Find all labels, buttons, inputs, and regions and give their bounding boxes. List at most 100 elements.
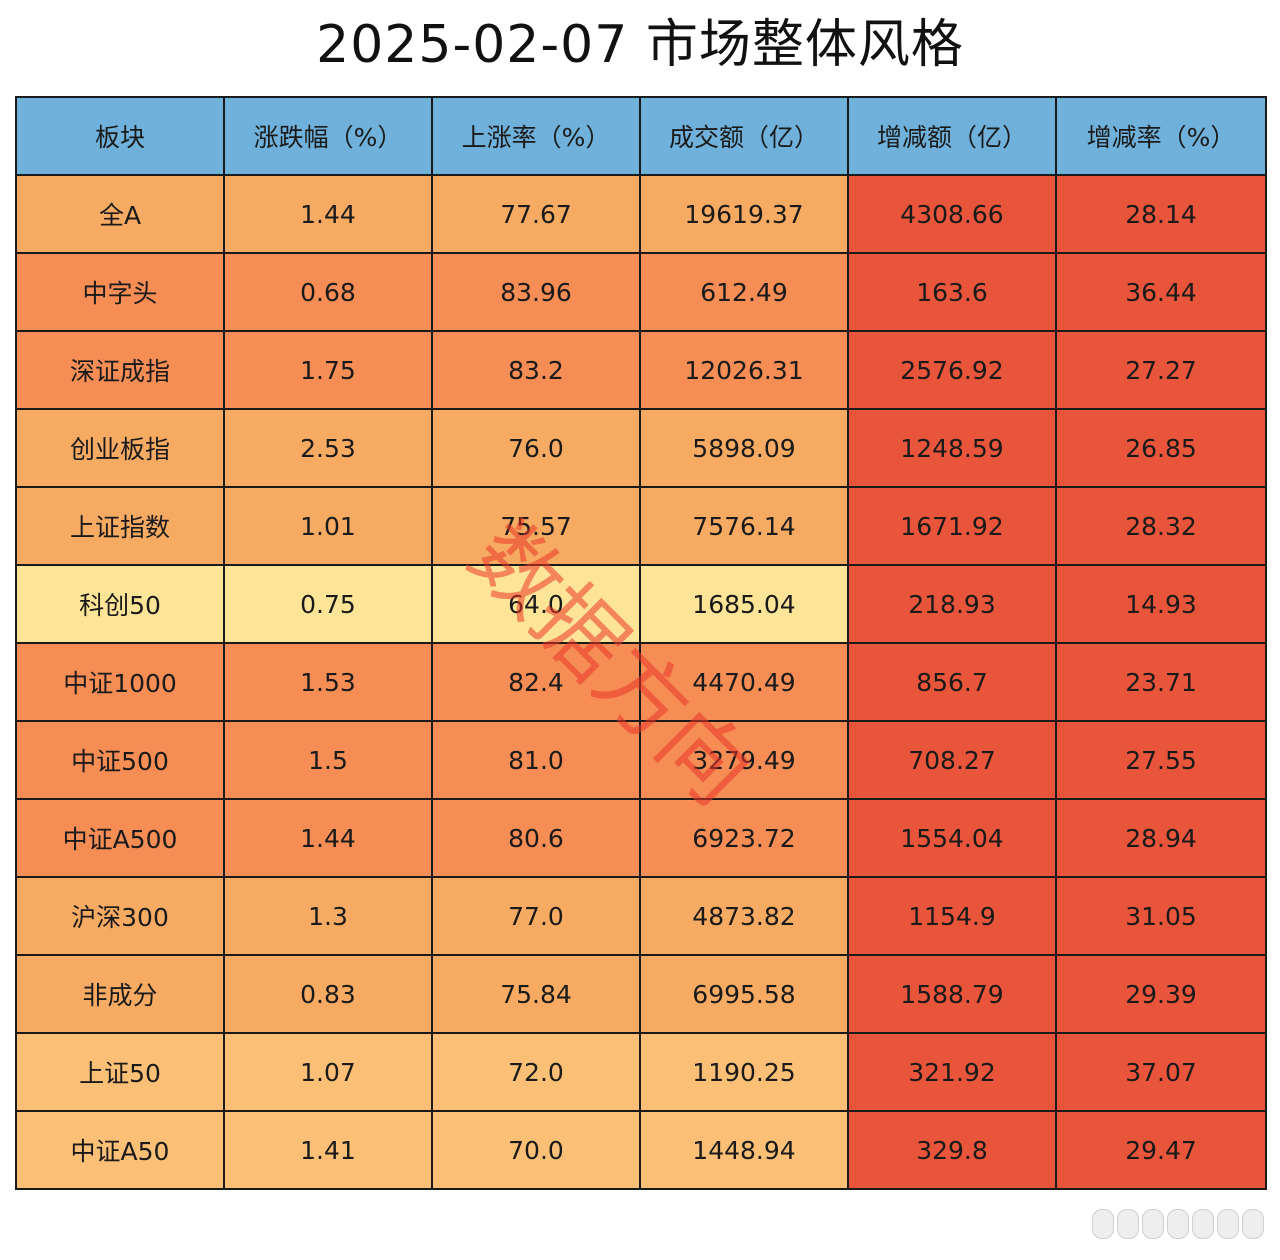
cell-turnover: 6995.58 <box>639 954 849 1034</box>
cell-delta-rate: 36.44 <box>1055 252 1267 332</box>
cell-sector: 中证A50 <box>15 1110 225 1190</box>
cell-delta-rate: 26.85 <box>1055 408 1267 488</box>
column-header-turnover: 成交额（亿） <box>639 96 849 176</box>
cell-turnover: 5898.09 <box>639 408 849 488</box>
toggle-knob <box>1192 1209 1214 1239</box>
view-toggle <box>1092 1205 1264 1241</box>
cell-delta-rate: 29.47 <box>1055 1110 1267 1190</box>
cell-turnover: 4873.82 <box>639 876 849 956</box>
table-row: 科创50 0.75 64.0 1685.04 218.93 14.93 <box>15 564 1267 644</box>
cell-turnover: 12026.31 <box>639 330 849 410</box>
cell-change: 1.75 <box>223 330 433 410</box>
cell-change: 1.53 <box>223 642 433 722</box>
cell-up-rate: 83.96 <box>431 252 641 332</box>
cell-delta-rate: 28.32 <box>1055 486 1267 566</box>
cell-delta: 1671.92 <box>847 486 1057 566</box>
column-header-delta: 增减额（亿） <box>847 96 1057 176</box>
cell-up-rate: 70.0 <box>431 1110 641 1190</box>
cell-sector: 中证A500 <box>15 798 225 878</box>
cell-up-rate: 76.0 <box>431 408 641 488</box>
table-header-row: 板块 涨跌幅（%） 上涨率（%） 成交额（亿） 增减额（亿） 增减率（%） <box>15 96 1267 176</box>
cell-turnover: 4470.49 <box>639 642 849 722</box>
cell-turnover: 6923.72 <box>639 798 849 878</box>
cell-delta-rate: 28.14 <box>1055 174 1267 254</box>
cell-up-rate: 77.0 <box>431 876 641 956</box>
cell-sector: 上证50 <box>15 1032 225 1112</box>
cell-delta: 4308.66 <box>847 174 1057 254</box>
cell-delta-rate: 37.07 <box>1055 1032 1267 1112</box>
cell-change: 1.07 <box>223 1032 433 1112</box>
table-row: 上证指数 1.01 75.57 7576.14 1671.92 28.32 <box>15 486 1267 566</box>
table-row: 中证A50 1.41 70.0 1448.94 329.8 29.47 <box>15 1110 1267 1190</box>
toggle-knob <box>1142 1209 1164 1239</box>
table-row: 中证1000 1.53 82.4 4470.49 856.7 23.71 <box>15 642 1267 722</box>
cell-change: 1.44 <box>223 798 433 878</box>
cell-sector: 中证1000 <box>15 642 225 722</box>
cell-up-rate: 83.2 <box>431 330 641 410</box>
cell-turnover: 19619.37 <box>639 174 849 254</box>
table-row: 中证A500 1.44 80.6 6923.72 1554.04 28.94 <box>15 798 1267 878</box>
cell-turnover: 1685.04 <box>639 564 849 644</box>
toggle-knob <box>1092 1209 1114 1239</box>
cell-delta: 1154.9 <box>847 876 1057 956</box>
column-header-up-rate: 上涨率（%） <box>431 96 641 176</box>
table-row: 中字头 0.68 83.96 612.49 163.6 36.44 <box>15 252 1267 332</box>
cell-delta: 218.93 <box>847 564 1057 644</box>
cell-turnover: 7576.14 <box>639 486 849 566</box>
cell-sector: 创业板指 <box>15 408 225 488</box>
cell-delta: 329.8 <box>847 1110 1057 1190</box>
cell-sector: 深证成指 <box>15 330 225 410</box>
cell-sector: 沪深300 <box>15 876 225 956</box>
cell-delta-rate: 31.05 <box>1055 876 1267 956</box>
cell-up-rate: 81.0 <box>431 720 641 800</box>
cell-delta: 1554.04 <box>847 798 1057 878</box>
cell-change: 0.68 <box>223 252 433 332</box>
cell-turnover: 1448.94 <box>639 1110 849 1190</box>
cell-delta-rate: 27.55 <box>1055 720 1267 800</box>
column-header-sector: 板块 <box>15 96 225 176</box>
cell-change: 1.41 <box>223 1110 433 1190</box>
cell-change: 2.53 <box>223 408 433 488</box>
cell-up-rate: 75.57 <box>431 486 641 566</box>
table-row: 中证500 1.5 81.0 3279.49 708.27 27.55 <box>15 720 1267 800</box>
cell-delta-rate: 27.27 <box>1055 330 1267 410</box>
cell-up-rate: 80.6 <box>431 798 641 878</box>
cell-sector: 科创50 <box>15 564 225 644</box>
cell-delta: 1588.79 <box>847 954 1057 1034</box>
cell-up-rate: 75.84 <box>431 954 641 1034</box>
cell-change: 1.44 <box>223 174 433 254</box>
table-row: 全A 1.44 77.67 19619.37 4308.66 28.14 <box>15 174 1267 254</box>
column-header-change: 涨跌幅（%） <box>223 96 433 176</box>
cell-delta: 856.7 <box>847 642 1057 722</box>
page-title: 2025-02-07 市场整体风格 <box>316 15 964 75</box>
cell-up-rate: 64.0 <box>431 564 641 644</box>
cell-sector: 非成分 <box>15 954 225 1034</box>
cell-sector: 中字头 <box>15 252 225 332</box>
table-row: 创业板指 2.53 76.0 5898.09 1248.59 26.85 <box>15 408 1267 488</box>
toggle-knob <box>1242 1209 1264 1239</box>
cell-turnover: 3279.49 <box>639 720 849 800</box>
cell-delta-rate: 28.94 <box>1055 798 1267 878</box>
market-style-table: 板块 涨跌幅（%） 上涨率（%） 成交额（亿） 增减额（亿） 增减率（%） 全A… <box>15 96 1267 1190</box>
column-header-delta-rate: 增减率（%） <box>1055 96 1267 176</box>
table-row: 深证成指 1.75 83.2 12026.31 2576.92 27.27 <box>15 330 1267 410</box>
cell-change: 0.83 <box>223 954 433 1034</box>
cell-change: 1.01 <box>223 486 433 566</box>
cell-up-rate: 72.0 <box>431 1032 641 1112</box>
cell-delta: 1248.59 <box>847 408 1057 488</box>
cell-up-rate: 77.67 <box>431 174 641 254</box>
table-row: 沪深300 1.3 77.0 4873.82 1154.9 31.05 <box>15 876 1267 956</box>
cell-delta: 163.6 <box>847 252 1057 332</box>
cell-change: 1.3 <box>223 876 433 956</box>
table-row: 上证50 1.07 72.0 1190.25 321.92 37.07 <box>15 1032 1267 1112</box>
toggle-knob <box>1167 1209 1189 1239</box>
cell-delta-rate: 23.71 <box>1055 642 1267 722</box>
cell-sector: 上证指数 <box>15 486 225 566</box>
cell-delta: 2576.92 <box>847 330 1057 410</box>
cell-sector: 中证500 <box>15 720 225 800</box>
table-row: 非成分 0.83 75.84 6995.58 1588.79 29.39 <box>15 954 1267 1034</box>
toggle-knob <box>1117 1209 1139 1239</box>
cell-delta-rate: 14.93 <box>1055 564 1267 644</box>
cell-change: 1.5 <box>223 720 433 800</box>
toggle-knob <box>1217 1209 1239 1239</box>
